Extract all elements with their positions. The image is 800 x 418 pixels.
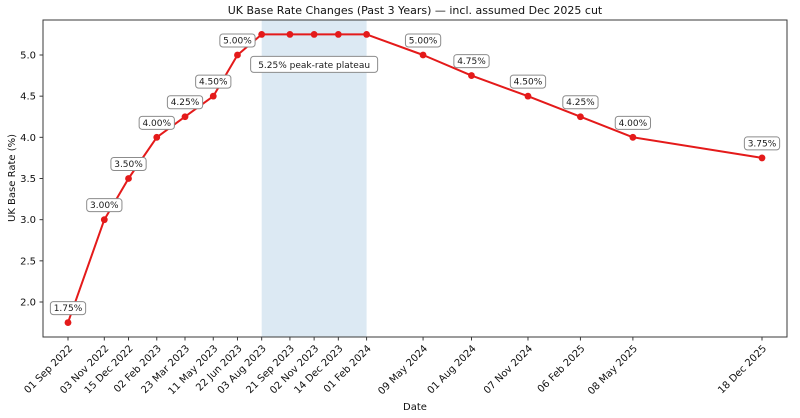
data-point [125, 175, 132, 182]
point-label: 5.00% [223, 36, 252, 46]
y-axis-label: UK Base Rate (%) [7, 134, 18, 222]
data-point [100, 216, 108, 224]
data-point [258, 31, 266, 38]
point-label: 3.00% [90, 201, 119, 211]
point-label: 3.75% [748, 139, 777, 149]
data-point [363, 31, 370, 38]
data-point [629, 133, 637, 141]
point-label: 4.50% [199, 78, 228, 88]
y-tick-label: 3.5 [20, 174, 36, 185]
point-label: 1.75% [54, 304, 83, 314]
point-label: 4.50% [514, 78, 543, 88]
point-label-box [219, 33, 256, 48]
plateau-annotation: 5.25% peak-rate plateau [258, 61, 370, 71]
data-point [64, 319, 72, 326]
point-label: 4.00% [619, 119, 648, 129]
point-label-box [453, 54, 490, 69]
data-point [419, 51, 427, 59]
x-tick-label: 07 Nov 2024 [482, 343, 535, 396]
plateau-annotation-box [250, 55, 379, 73]
point-label: 5.00% [409, 36, 438, 46]
y-tick-label: 3.0 [20, 215, 36, 226]
data-point [310, 31, 318, 38]
x-tick-label: 09 May 2024 [376, 343, 430, 397]
point-label: 3.50% [114, 160, 143, 170]
point-label-box [743, 136, 781, 151]
y-tick-label: 5.0 [20, 50, 36, 61]
x-tick-label: 01 Aug 2024 [426, 343, 479, 396]
data-point [577, 113, 584, 121]
point-label: 4.00% [142, 119, 171, 129]
data-point [334, 31, 342, 38]
point-label-box [110, 157, 147, 171]
point-label-box [49, 301, 87, 316]
data-point [286, 31, 294, 38]
rate-line [67, 33, 763, 323]
point-label: 4.75% [457, 57, 486, 67]
x-tick-label: 06 Feb 2025 [536, 343, 588, 395]
x-axis-label: Date [403, 402, 427, 413]
point-label-box [404, 33, 442, 48]
data-point [209, 92, 217, 100]
point-label-box [138, 115, 175, 130]
point-label-box [86, 198, 123, 213]
point-label-box [614, 115, 652, 130]
x-tick-label: 08 May 2025 [586, 343, 640, 397]
data-point [234, 51, 241, 59]
data-point [524, 92, 532, 100]
point-label-box [562, 95, 599, 110]
plot-border [42, 19, 788, 338]
point-label-box [166, 95, 204, 110]
data-point [153, 133, 161, 141]
data-point [181, 113, 189, 121]
y-tick-label: 2.0 [20, 298, 36, 309]
data-point [758, 154, 766, 162]
y-tick-label: 4.0 [20, 133, 36, 144]
point-label: 4.25% [171, 98, 200, 108]
y-tick-label: 2.5 [20, 256, 36, 267]
point-label-box [195, 74, 232, 89]
data-point [468, 72, 475, 79]
chart-title: UK Base Rate Changes (Past 3 Years) — in… [228, 4, 603, 17]
x-tick-label: 18 Dec 2025 [716, 343, 769, 396]
point-label: 4.25% [566, 98, 595, 108]
y-tick-label: 4.5 [20, 92, 36, 103]
point-label-box [509, 74, 547, 89]
